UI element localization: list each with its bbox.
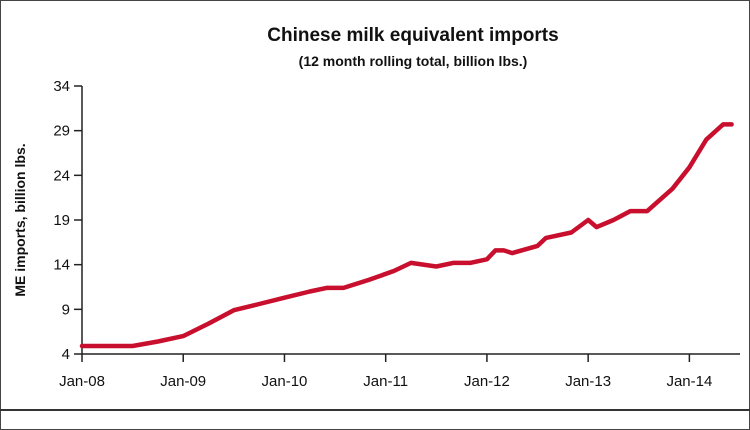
x-ticks: Jan-08 Jan-09 Jan-10 Jan-11 Jan-12 Jan-13 Jan-…: [59, 354, 712, 390]
x-tick-label: Jan-09: [160, 373, 206, 390]
series-group: [79, 122, 734, 349]
x-tick-label: Jan-11: [363, 373, 408, 390]
x-tick-label: Jan-08: [59, 373, 105, 390]
y-ticks: 4 9 14 19 24 29 34: [53, 78, 82, 363]
y-tick-label: 9: [62, 301, 70, 318]
y-tick-label: 19: [53, 212, 70, 229]
x-tick-label: Jan-13: [565, 373, 611, 390]
x-tick-label: Jan-10: [262, 373, 308, 390]
y-tick-label: 29: [53, 123, 70, 140]
y-tick-label: 34: [53, 78, 70, 95]
y-axis-label: ME imports, billion lbs.: [12, 143, 28, 296]
axes: [81, 86, 740, 355]
x-tick-label: Jan-12: [464, 373, 510, 390]
chart-subtitle: (12 month rolling total, billion lbs.): [299, 53, 528, 69]
y-tick-label: 4: [62, 346, 70, 363]
series-line: [79, 122, 734, 349]
x-tick-label: Jan-14: [666, 373, 712, 390]
y-tick-label: 14: [53, 257, 70, 274]
y-tick-label: 24: [53, 167, 70, 184]
chart-title: Chinese milk equivalent imports: [267, 25, 558, 46]
